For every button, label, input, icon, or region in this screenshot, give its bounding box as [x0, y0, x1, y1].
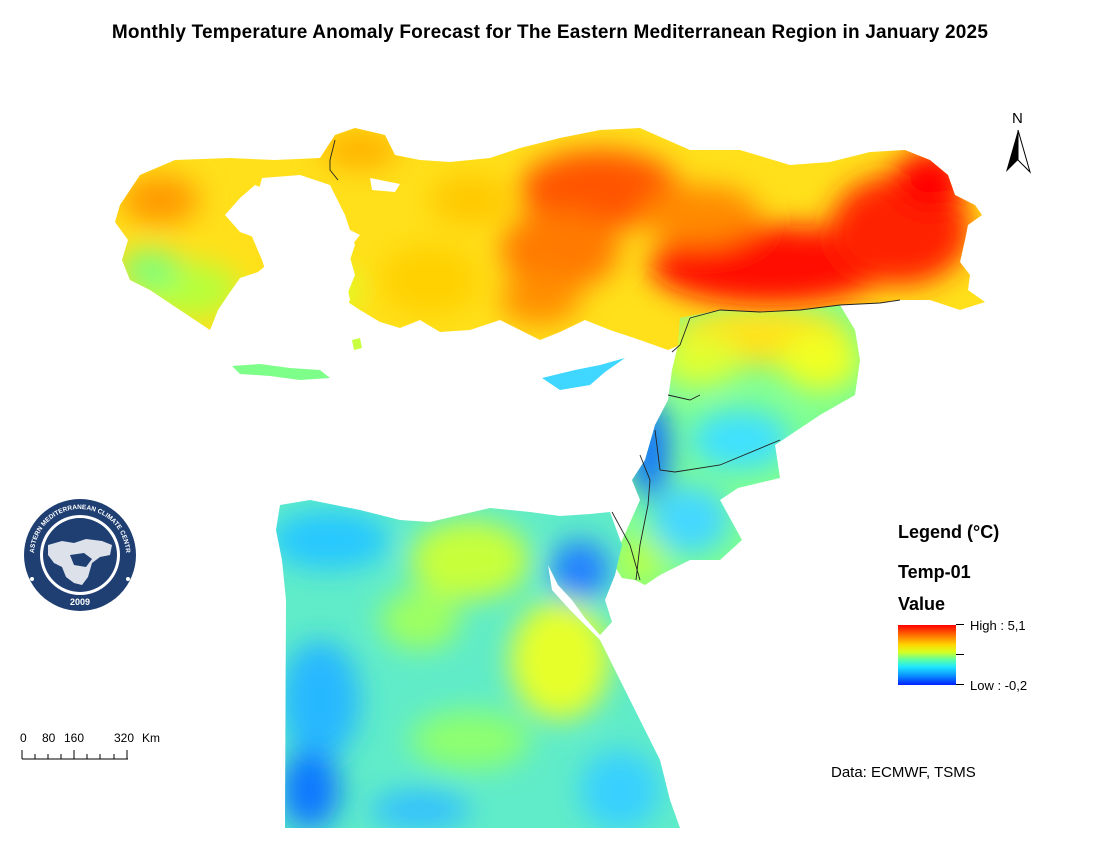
north-label: N	[1012, 110, 1023, 127]
logo-year: 2009	[70, 597, 90, 607]
legend-low-label: Low : -0,2	[970, 678, 1028, 693]
aegean-sea	[250, 175, 400, 320]
cyprus	[542, 358, 625, 390]
legend-color-ramp	[898, 625, 956, 685]
scale-unit: Km	[142, 731, 160, 745]
rhodes	[352, 338, 362, 350]
crete	[232, 364, 330, 380]
legend-tick-low	[956, 684, 964, 685]
legend-title: Legend (°C)	[898, 522, 1000, 542]
scale-tick-80: 80	[42, 731, 56, 745]
data-source: Data: ECMWF, TSMS	[831, 764, 976, 781]
country-borders	[329, 139, 901, 581]
scale-bar	[21, 750, 128, 760]
legend-field-name: Value	[898, 594, 946, 614]
legend-tick-high	[956, 624, 964, 625]
legend-high-label: High : 5,1	[970, 618, 1026, 633]
legend-layer-name: Temp-01	[898, 562, 971, 582]
levant-region	[612, 305, 860, 585]
scale-tick-160: 160	[64, 731, 85, 745]
map-title: Monthly Temperature Anomaly Forecast for…	[111, 22, 989, 43]
scale-tick-320: 320	[114, 731, 135, 745]
legend-tick-mid	[956, 654, 964, 655]
turkey-region	[115, 128, 985, 350]
scale-tick-0: 0	[20, 731, 27, 745]
emcc-logo: 2009 EASTERN MEDITERRANEAN CLIMATE CENTR…	[22, 497, 136, 611]
north-arrow-icon	[1006, 129, 1032, 174]
